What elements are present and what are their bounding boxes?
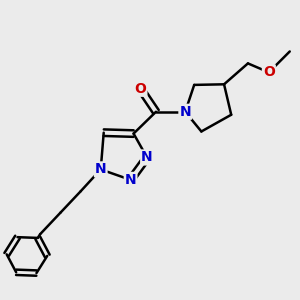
Text: N: N xyxy=(125,173,136,187)
Text: N: N xyxy=(95,162,106,176)
Text: N: N xyxy=(141,151,153,164)
Text: O: O xyxy=(134,82,146,96)
Text: O: O xyxy=(263,65,275,80)
Text: N: N xyxy=(179,105,191,119)
